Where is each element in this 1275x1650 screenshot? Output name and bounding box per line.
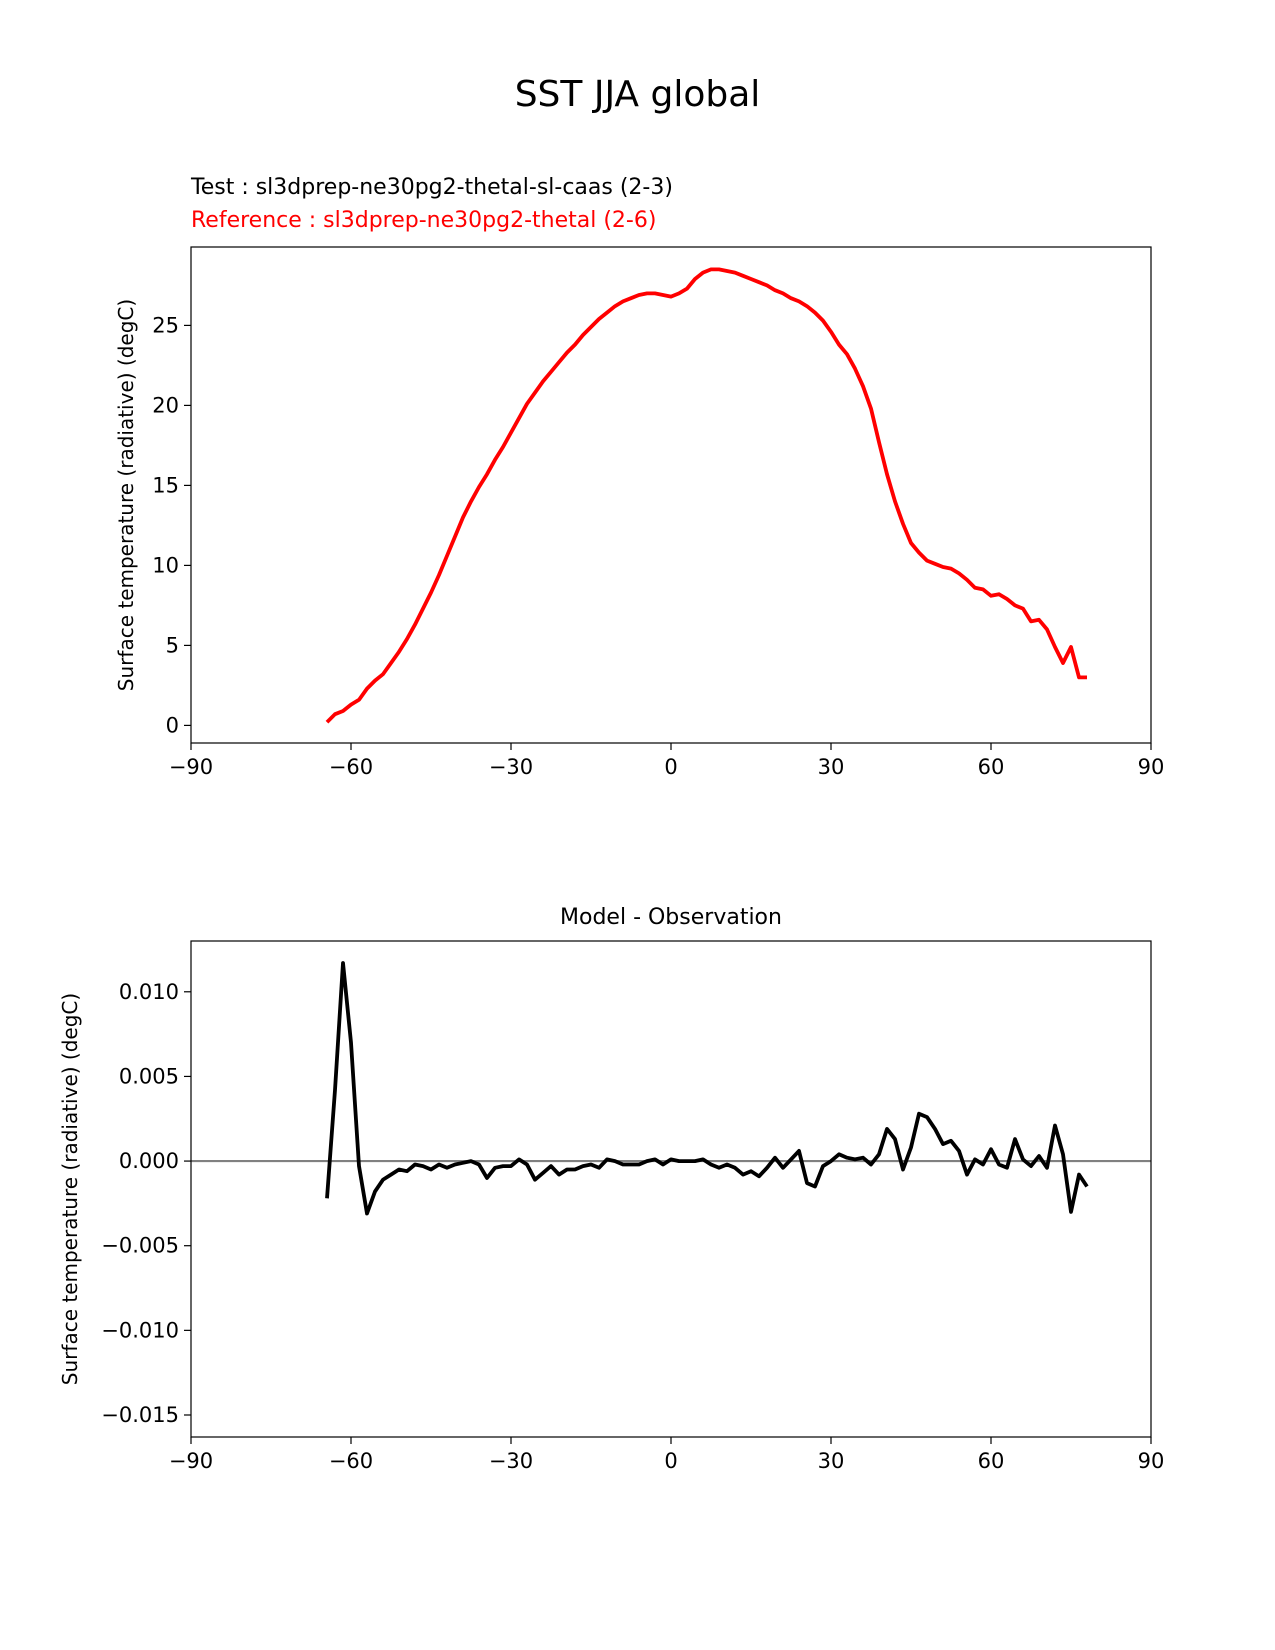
difference-panel-title: Model - Observation (560, 905, 782, 930)
legend-test-label: Test : sl3dprep-ne30pg2-thetal-sl-caas (… (191, 175, 673, 200)
diff-ytick-label: −0.015 (101, 1403, 179, 1427)
ref-plot-frame (190, 246, 1152, 744)
ref-ytick-label: 15 (152, 473, 179, 497)
diff-y-axis-label: Surface temperature (radiative) (degC) (58, 993, 82, 1385)
ref-xtick-label: −30 (489, 755, 533, 779)
ref-ytick-label: 10 (152, 553, 179, 577)
diff-ytick-label: 0.000 (119, 1149, 179, 1173)
ref-y-axis-label: Surface temperature (radiative) (degC) (114, 299, 138, 691)
diff-ytick-label: 0.010 (119, 980, 179, 1004)
page-title: SST JJA global (514, 74, 761, 115)
diff-xtick-label: 0 (664, 1449, 677, 1473)
diff-xtick-label: 30 (818, 1449, 845, 1473)
diff-xtick-label: −30 (489, 1449, 533, 1473)
ref-xtick-label: 0 (664, 755, 677, 779)
ref-ytick-label: 5 (166, 633, 179, 657)
ref-ytick-label: 20 (152, 393, 179, 417)
diff-ytick-label: −0.005 (101, 1234, 179, 1258)
diff-series-line-0 (325, 961, 1089, 1216)
diff-xtick-label: −90 (169, 1449, 213, 1473)
ref-ytick-label: 25 (152, 313, 179, 337)
ref-ytick-label: 0 (166, 713, 179, 737)
diff-xtick-label: 90 (1138, 1449, 1165, 1473)
reference-panel: −90 −60 −30 0 30 60 90 0 5 10 15 20 25 Surface temper… (114, 246, 1165, 779)
legend-reference-label: Reference : sl3dprep-ne30pg2-thetal (2-6… (191, 208, 657, 233)
diff-xtick-label: 60 (978, 1449, 1005, 1473)
diff-xtick-label: −60 (329, 1449, 373, 1473)
ref-xtick-label: −60 (329, 755, 373, 779)
ref-xtick-label: 60 (978, 755, 1005, 779)
diff-plot-frame (190, 940, 1152, 1438)
ref-xtick-label: 30 (818, 755, 845, 779)
ref-series-line-0 (325, 267, 1087, 724)
ref-xtick-label: 90 (1138, 755, 1165, 779)
diff-ytick-label: −0.010 (101, 1318, 179, 1342)
difference-panel: −90 −60 −30 0 30 60 90 0.010 0.005 0.000 −0.005 −0.… (58, 940, 1165, 1473)
diff-ytick-label: 0.005 (119, 1064, 179, 1088)
ref-xtick-label: −90 (169, 755, 213, 779)
